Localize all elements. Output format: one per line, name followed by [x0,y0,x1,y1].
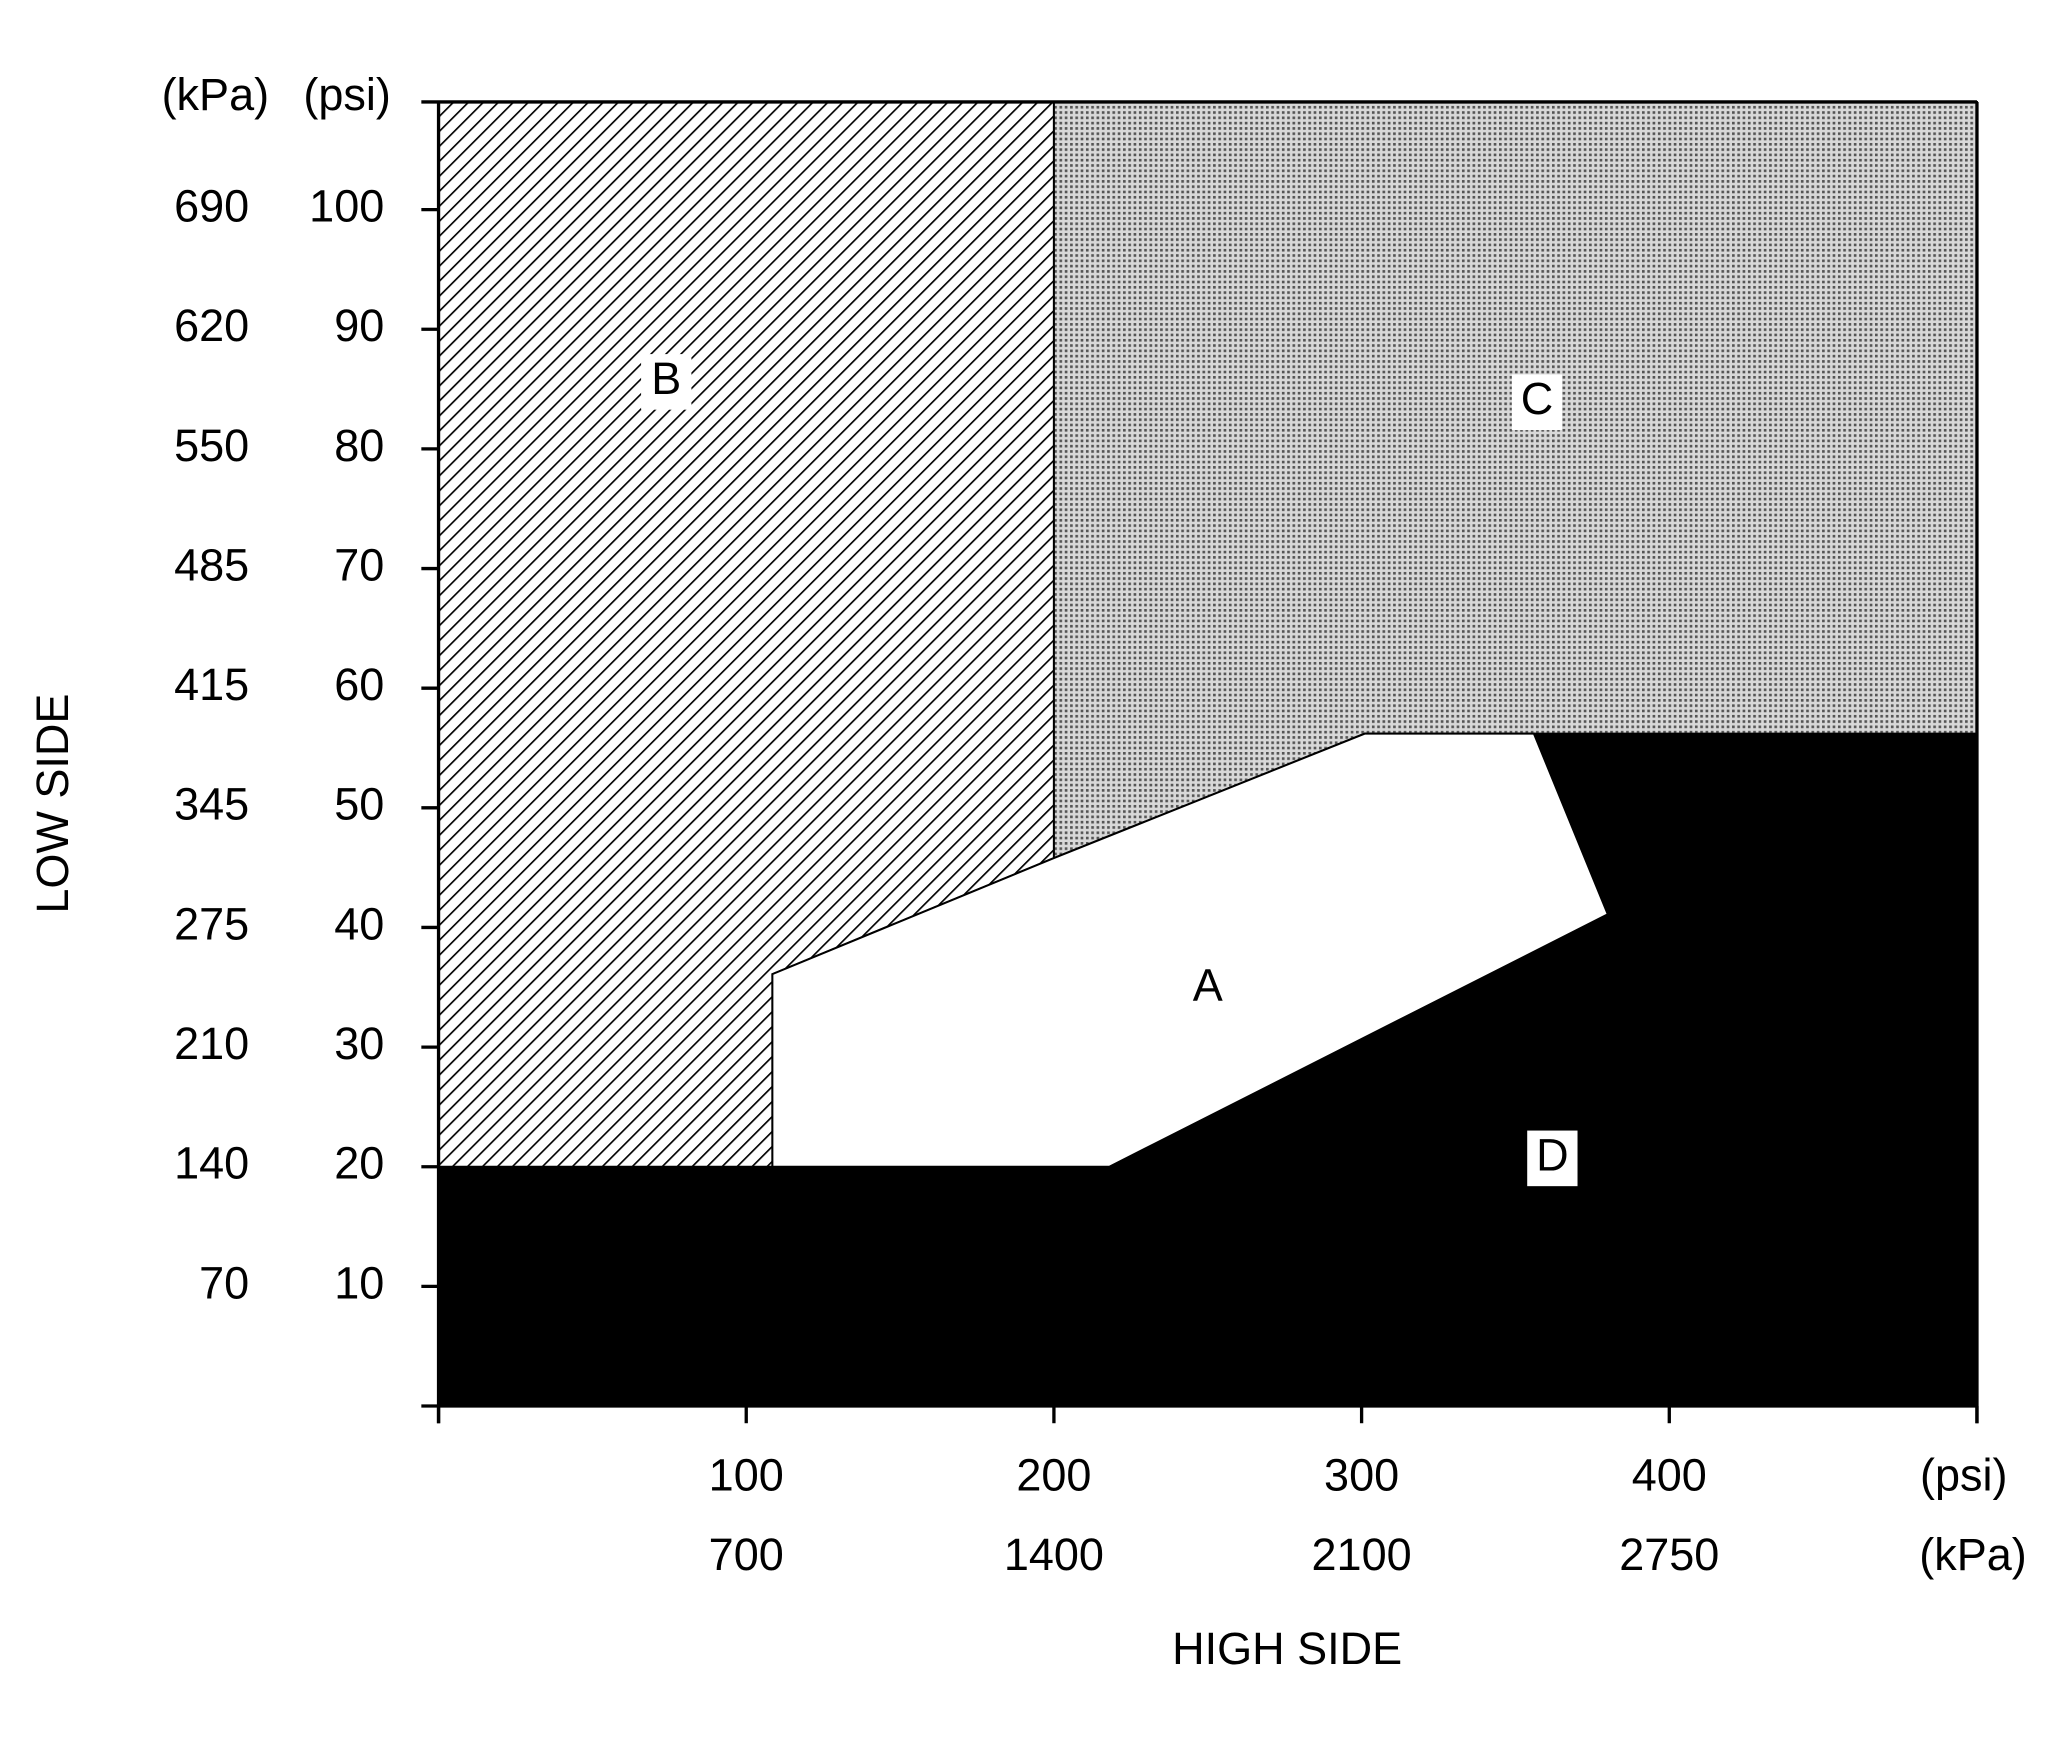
y-tick-label-kpa: 620 [174,300,249,351]
y-tick-label-kpa: 550 [174,420,249,471]
y-tick-label-kpa: 485 [174,539,249,590]
x-tick-label: 200 [1016,1450,1091,1501]
y-tick-label-kpa: 275 [174,898,249,949]
y-tick-label: 50 [334,779,384,830]
y-tick-label-kpa: 415 [174,659,249,710]
y-tick-label: 20 [334,1138,384,1189]
label-box [1511,374,1563,431]
region-label: C [1521,373,1554,424]
x-tick-label: 100 [709,1450,784,1501]
y-tick-label-kpa: 690 [174,181,249,232]
y-tick-label: 40 [334,898,384,949]
x-tick-label-kpa: 2750 [1619,1529,1719,1580]
y-unit: (psi) [303,69,391,120]
label-box [641,354,692,410]
y-tick-label: 90 [334,300,384,351]
y-tick-label: 100 [309,181,384,232]
y-tick-label-kpa: 345 [174,779,249,830]
x-unit: (psi) [1920,1450,2008,1501]
region-label: B [651,353,681,404]
y-axis-title: LOW SIDE [27,694,78,914]
y-tick-label-kpa: 140 [174,1138,249,1189]
y-tick-label: 10 [334,1257,384,1308]
x-tick-label: 300 [1324,1450,1399,1501]
y-tick-label: 70 [334,539,384,590]
y-tick-label-kpa: 70 [199,1257,249,1308]
label-box [1527,1130,1578,1187]
y-tick-label: 80 [334,420,384,471]
region-label: D [1536,1129,1569,1180]
y-tick-label: 60 [334,659,384,710]
x-tick-label-kpa: 2100 [1312,1529,1412,1580]
y-unit: (kPa) [162,69,270,120]
x-tick-label-kpa: 1400 [1004,1529,1104,1580]
region-label: A [1193,959,1223,1010]
region [771,732,1610,1168]
x-tick-label-kpa: 700 [709,1529,784,1580]
y-tick-label-kpa: 210 [174,1018,249,1069]
x-tick-label: 400 [1632,1450,1707,1501]
y-tick-label: 30 [334,1018,384,1069]
x-axis-title: HIGH SIDE [1172,1623,1402,1674]
x-unit: (kPa) [1919,1529,2027,1580]
